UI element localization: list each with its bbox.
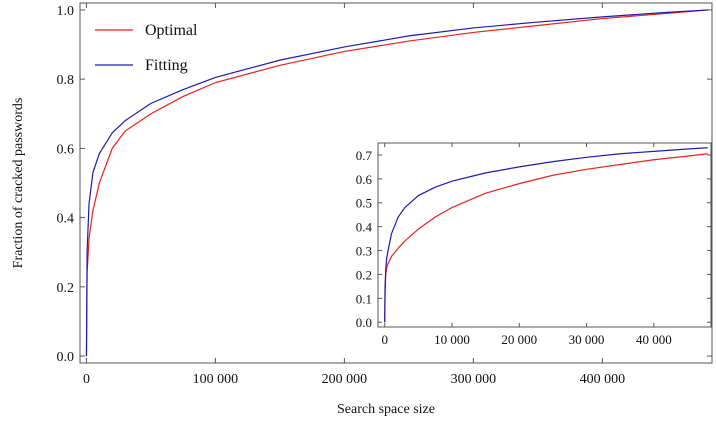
main-plot-frame — [79, 2, 713, 364]
main-y-tick-label: 0.6 — [57, 142, 75, 157]
legend-label-fitting: Fitting — [145, 57, 188, 74]
inset-plot-background — [378, 143, 711, 327]
main-y-tick-label: 1.0 — [57, 4, 75, 19]
inset-x-tick-label: 10 000 — [434, 332, 470, 347]
inset-x-tick-label: 30 000 — [569, 332, 605, 347]
x-axis-title: Search space size — [337, 402, 435, 417]
main-x-tick-label: 300 000 — [451, 372, 497, 387]
inset-x-tick-label: 0 — [381, 332, 388, 347]
inset-x-tick-label: 40 000 — [636, 332, 672, 347]
inset-y-tick-label: 0.3 — [356, 244, 372, 259]
legend: Optimal Fitting — [95, 22, 198, 74]
main-series-line-optimal — [85, 9, 709, 357]
main-x-tick-label: 200 000 — [322, 372, 368, 387]
main-y-tick-label: 0.8 — [57, 73, 75, 88]
main-x-tick-label: 0 — [83, 372, 90, 387]
inset-y-tick-label: 0.6 — [356, 172, 373, 187]
inset-series — [384, 147, 708, 323]
main-ticks: 0 100 000 200 000 300 000 400 000 0.0 0.2 0.4 0.… — [57, 3, 712, 387]
inset-y-tick-label: 0.0 — [356, 315, 372, 330]
inset-series-line-fitting — [384, 147, 708, 323]
main-y-tick-label: 0.4 — [57, 212, 75, 227]
inset-x-tick-label: 20 000 — [501, 332, 537, 347]
inset-ticks: 0 10 000 20 000 30 000 40 000 0.0 0.1 0.2 0.3 0.4… — [356, 143, 711, 347]
inset-y-tick-label: 0.4 — [356, 220, 373, 235]
main-x-tick-label: 100 000 — [193, 372, 239, 387]
main-series — [85, 9, 709, 357]
main-y-tick-label: 0.2 — [57, 281, 75, 296]
inset-plot-frame — [377, 142, 712, 328]
main-x-tick-label: 400 000 — [580, 372, 626, 387]
inset-y-tick-label: 0.7 — [356, 148, 373, 163]
main-series-line-fitting — [85, 9, 709, 357]
inset-series-line-optimal — [384, 153, 708, 323]
inset-y-tick-label: 0.5 — [356, 196, 372, 211]
y-axis-title: Fraction of cracked passwords — [11, 98, 26, 269]
main-y-tick-label: 0.0 — [57, 350, 75, 365]
inset-y-tick-label: 0.1 — [356, 291, 372, 306]
legend-label-optimal: Optimal — [145, 22, 198, 39]
inset-y-tick-label: 0.2 — [356, 267, 372, 282]
